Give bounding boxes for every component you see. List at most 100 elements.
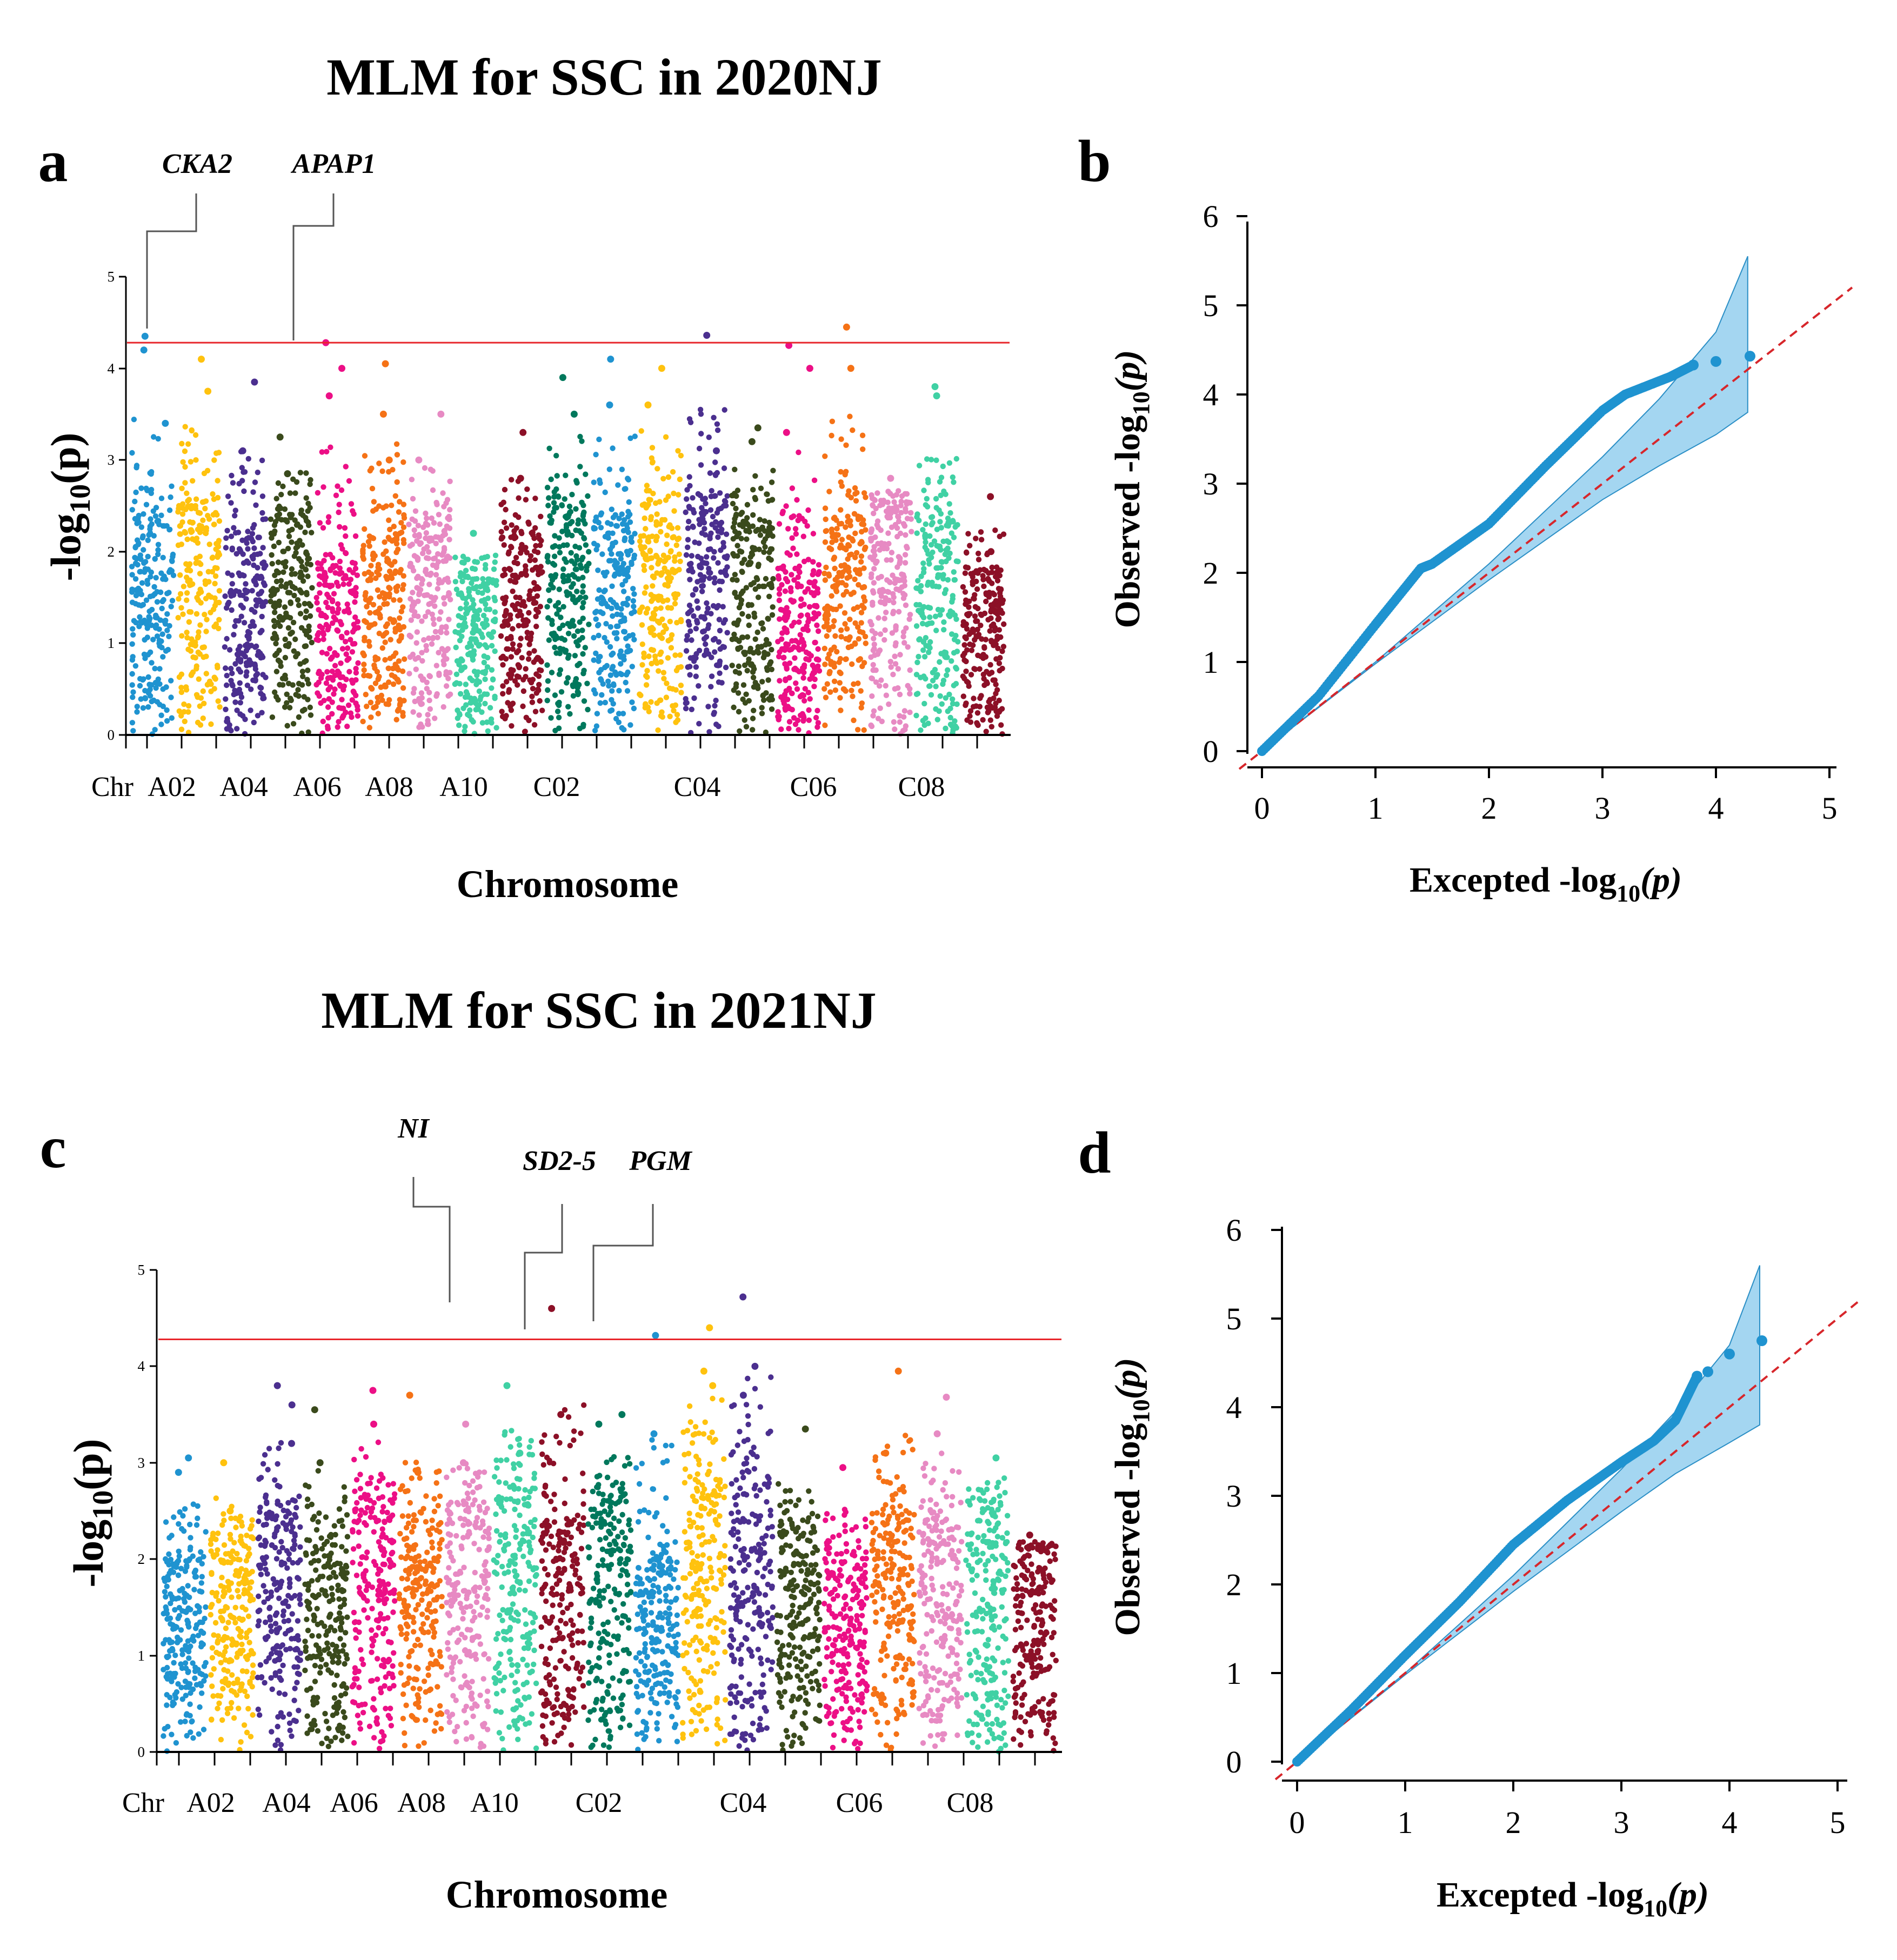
snp-point — [996, 698, 1002, 704]
snp-point — [199, 1619, 205, 1625]
snp-point — [527, 634, 534, 640]
snp-point — [278, 492, 284, 498]
snp-point — [257, 684, 263, 691]
snp-point — [768, 557, 774, 563]
snp-point — [971, 596, 977, 601]
snp-point — [599, 551, 605, 557]
snp-point — [345, 702, 352, 708]
snp-point — [297, 470, 304, 476]
snp-point — [243, 581, 249, 587]
snp-point — [526, 641, 532, 647]
snp-point — [523, 563, 529, 569]
snp-point — [145, 652, 151, 658]
snp-point — [271, 618, 277, 624]
snp-point — [941, 627, 947, 633]
snp-point — [767, 546, 774, 552]
snp-point — [907, 691, 913, 697]
snp-point — [852, 640, 858, 646]
snp-point — [686, 603, 693, 608]
snp-point — [851, 606, 857, 612]
snp-point — [659, 709, 665, 715]
snp-point — [470, 618, 477, 624]
snp-point — [720, 544, 727, 550]
snp-point — [737, 728, 743, 734]
snp-point — [189, 427, 195, 434]
snp-point — [397, 615, 403, 621]
snp-point — [856, 657, 862, 663]
snp-point — [837, 669, 843, 675]
snp-point — [369, 485, 376, 492]
snp-point — [555, 600, 562, 606]
snp-point — [166, 526, 173, 532]
snp-point — [706, 434, 712, 440]
snp-point — [186, 1624, 192, 1630]
qq-plot-b: 0 1 2 3 4 5 6 0 1 2 3 4 5 Excepted -log1… — [1108, 199, 1853, 907]
snp-point — [383, 503, 389, 509]
snp-point — [631, 552, 638, 558]
snp-point — [740, 682, 747, 688]
snp-point — [704, 610, 710, 616]
snp-point — [323, 552, 329, 558]
snp-point — [130, 694, 136, 700]
snp-point — [148, 569, 154, 576]
snp-point — [183, 1712, 190, 1718]
snp-point — [913, 601, 919, 608]
snp-point — [671, 490, 677, 497]
snp-point — [224, 682, 230, 688]
snp-point — [583, 542, 589, 548]
snp-point — [810, 572, 816, 578]
snp-point — [683, 648, 690, 654]
snp-point — [607, 708, 613, 714]
snp-point — [668, 548, 674, 554]
snp-point — [305, 681, 311, 687]
snp-point — [244, 540, 250, 546]
snp-point — [823, 528, 830, 534]
snp-point — [130, 632, 136, 638]
snp-point — [152, 513, 159, 519]
snp-point — [844, 588, 850, 595]
snp-point — [941, 590, 948, 597]
snp-point — [654, 466, 660, 472]
snp-point — [689, 607, 694, 613]
snp-point — [695, 553, 701, 560]
snp-point — [830, 606, 836, 612]
snp-point — [139, 580, 145, 586]
snp-point — [441, 504, 447, 510]
snp-point — [699, 583, 705, 589]
snp-point — [826, 571, 832, 577]
snp-point — [813, 714, 819, 721]
snp-point — [386, 560, 392, 566]
snp-point — [179, 1665, 185, 1671]
snp-point — [710, 513, 716, 520]
snp-point — [196, 591, 202, 597]
snp-point — [188, 1607, 193, 1613]
snp-point — [538, 513, 544, 519]
snp-point — [875, 715, 881, 721]
snp-point — [642, 515, 647, 521]
snp-point — [890, 493, 896, 499]
snp-point — [667, 522, 673, 528]
snp-point — [519, 655, 525, 661]
snp-point — [545, 687, 551, 693]
snp-point — [271, 543, 277, 550]
snp-point — [143, 559, 149, 565]
snp-point — [685, 544, 691, 550]
snp-point — [136, 512, 142, 519]
snp-point — [782, 661, 788, 667]
snp-point — [157, 643, 163, 649]
snp-point — [965, 565, 971, 571]
snp-point — [292, 490, 298, 496]
snp-point — [582, 645, 589, 651]
snp-point — [580, 589, 586, 595]
snp-point — [424, 679, 430, 686]
snp-point — [846, 543, 852, 549]
snp-point — [506, 689, 512, 695]
snp-peak-point — [379, 410, 387, 418]
snp-point — [732, 529, 738, 534]
snp-point — [463, 702, 469, 708]
snp-point — [236, 618, 242, 624]
snp-point — [687, 419, 694, 425]
panel-label-c: c — [40, 1114, 66, 1180]
snp-peak-point — [987, 548, 995, 556]
snp-point — [777, 616, 783, 622]
